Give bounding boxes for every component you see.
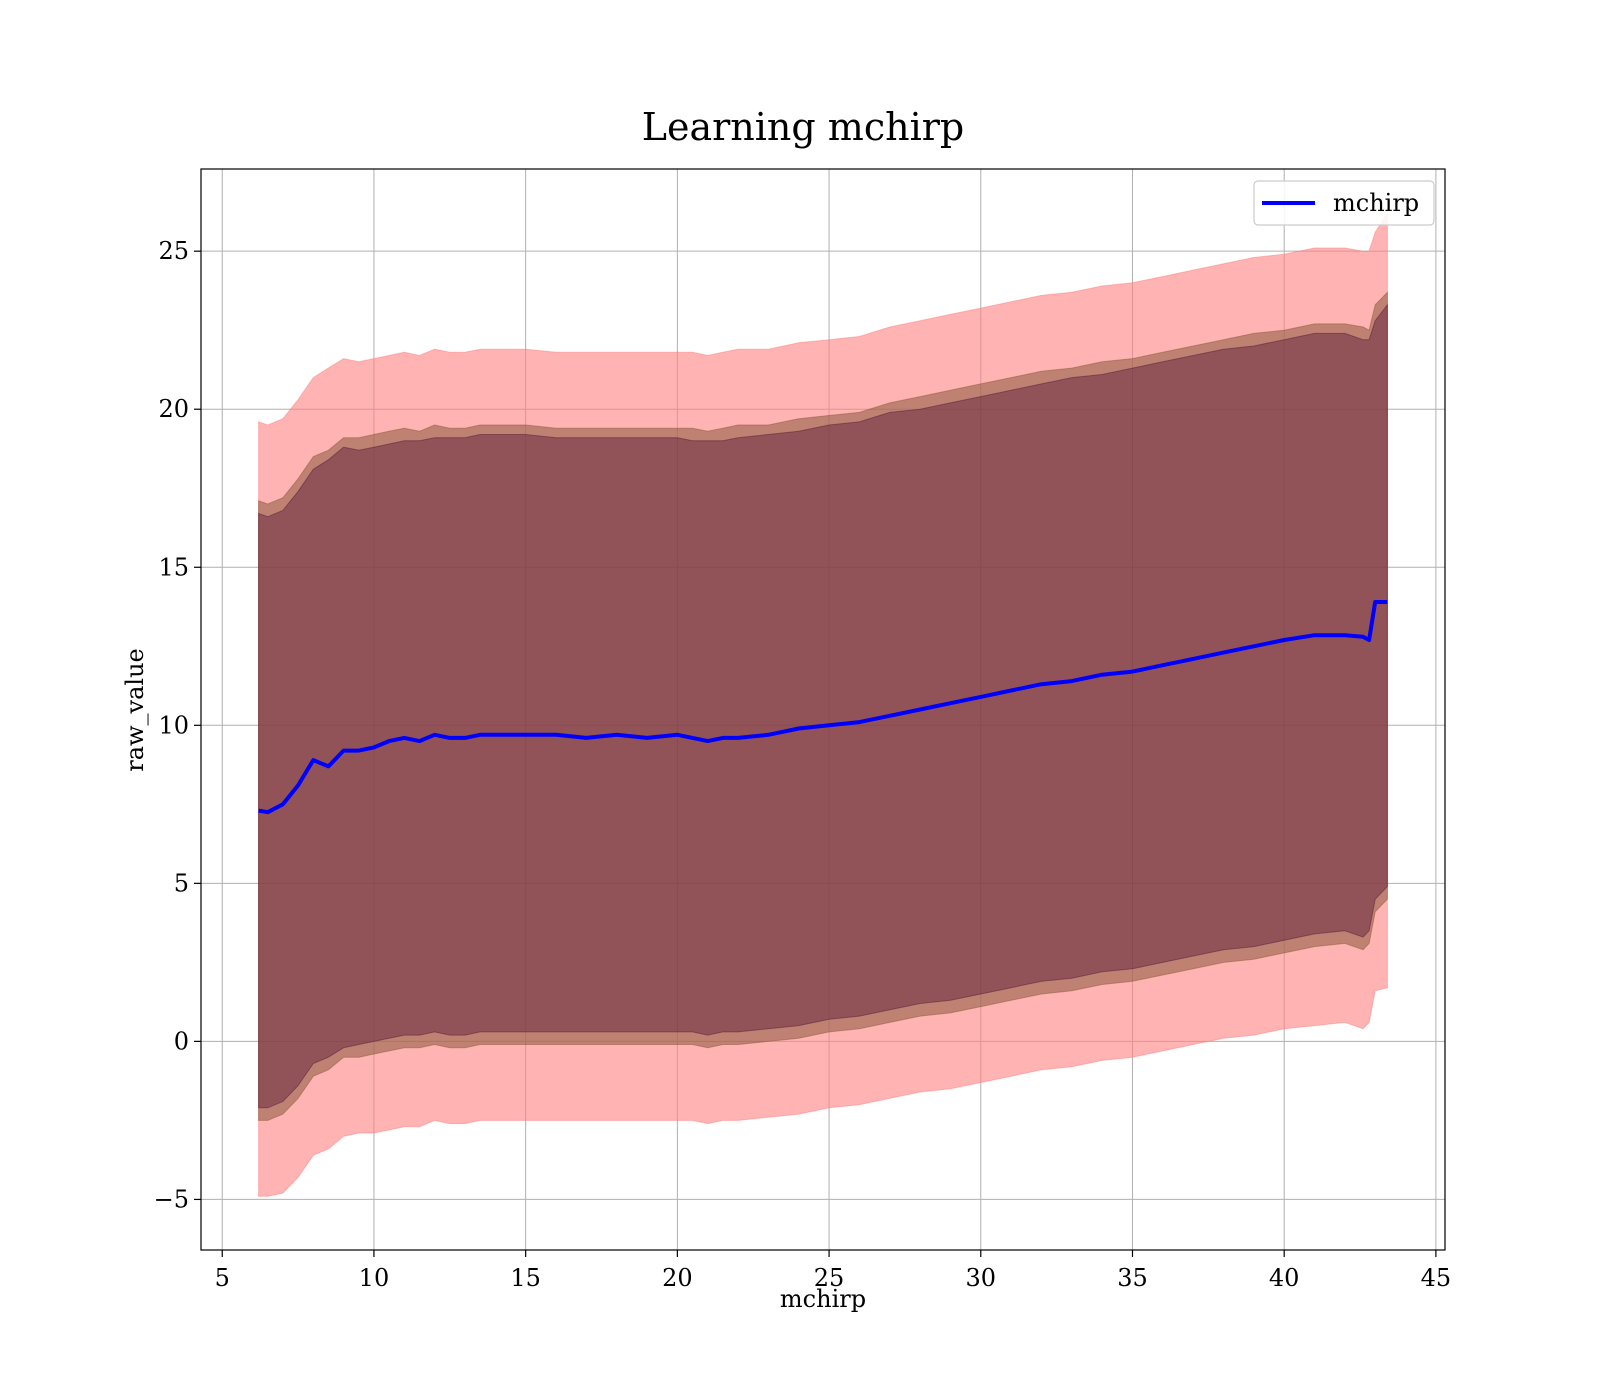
plot-area: 5 10 15 20 25 30 35 40 45 −5 0 5 10 15 20 25 bbox=[154, 168, 1452, 1292]
x-axis-label: mchirp bbox=[780, 1285, 866, 1313]
y-tick-label: 0 bbox=[174, 1027, 189, 1055]
x-tick-label: 25 bbox=[814, 1264, 845, 1292]
bands bbox=[258, 211, 1388, 1197]
legend: mchirp bbox=[1253, 180, 1435, 226]
y-tick-label: 10 bbox=[158, 711, 189, 739]
y-tick-label: 15 bbox=[158, 553, 189, 581]
series-line-mchirp bbox=[258, 600, 1388, 815]
legend-box bbox=[1253, 180, 1435, 226]
y-tick-label: −5 bbox=[154, 1185, 189, 1213]
series-lines bbox=[258, 600, 1388, 815]
band-inner bbox=[258, 303, 1388, 1109]
x-tick-label: 40 bbox=[1269, 1264, 1300, 1292]
y-tick-label: 20 bbox=[158, 395, 189, 423]
chart-title: Learning mchirp bbox=[642, 105, 964, 149]
x-tick-label: 10 bbox=[359, 1264, 390, 1292]
y-tick-label: 5 bbox=[174, 869, 189, 897]
x-tick-label: 20 bbox=[662, 1264, 693, 1292]
y-axis-ticks: −5 0 5 10 15 20 25 bbox=[154, 237, 201, 1213]
band-mid bbox=[258, 291, 1388, 1121]
legend-label: mchirp bbox=[1333, 189, 1419, 217]
x-axis-ticks: 5 10 15 20 25 30 35 40 45 bbox=[215, 1250, 1452, 1292]
x-tick-label: 30 bbox=[966, 1264, 997, 1292]
x-tick-label: 5 bbox=[215, 1264, 230, 1292]
x-tick-label: 15 bbox=[510, 1264, 541, 1292]
plot-frame bbox=[200, 168, 1446, 1251]
y-tick-label: 25 bbox=[158, 237, 189, 265]
x-tick-label: 35 bbox=[1117, 1264, 1148, 1292]
y-axis-label: raw_value bbox=[121, 648, 149, 772]
x-tick-label: 45 bbox=[1421, 1264, 1452, 1292]
